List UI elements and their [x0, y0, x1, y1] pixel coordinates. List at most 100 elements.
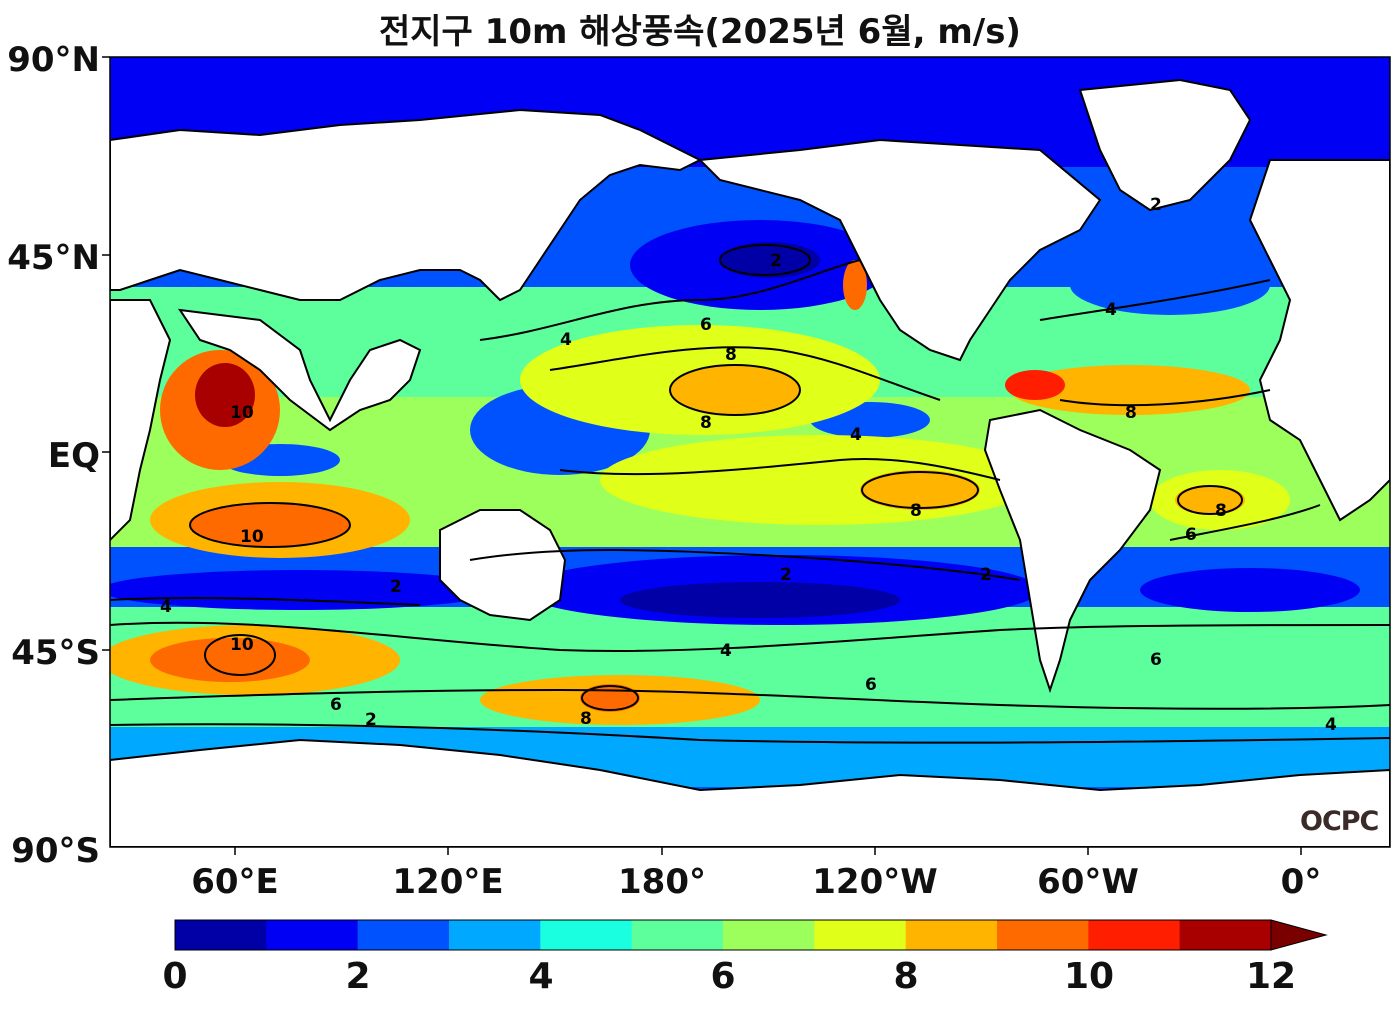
colorbar-swatch — [175, 920, 267, 950]
contour-label: 4 — [850, 425, 862, 445]
colorbar-label-12: 12 — [1245, 956, 1297, 997]
contour-label: 8 — [910, 501, 922, 521]
contour-label: 2 — [365, 710, 377, 730]
contour-label: 8 — [700, 413, 712, 433]
contour-label: 8 — [580, 709, 592, 729]
land-australia — [439, 509, 567, 622]
contour-label-group: 2 2 2 2 2 2 4 4 4 4 4 4 6 6 6 6 6 8 8 8 … — [160, 195, 1337, 735]
contour-label: 2 — [390, 577, 402, 597]
contour-label: 8 — [1215, 501, 1227, 521]
contour-label: 8 — [725, 345, 737, 365]
contour-label: 2 — [1150, 195, 1162, 215]
contour-line — [861, 471, 979, 509]
contour-label: 10 — [230, 403, 254, 423]
contour-line — [479, 259, 861, 341]
contour-line — [581, 685, 639, 711]
trade-south-indian-core — [190, 503, 350, 547]
westerlies-south-pacific-core — [580, 684, 640, 712]
contour-line — [669, 364, 801, 416]
land-greenland — [1078, 78, 1252, 212]
contour-line — [1169, 504, 1321, 541]
land — [110, 78, 1390, 847]
colorbar-swatch — [631, 920, 724, 950]
lat-label-45s: 45°S — [11, 633, 100, 673]
contour-line — [469, 549, 1021, 581]
y-ticks — [102, 56, 110, 651]
colorbar-swatch — [997, 920, 1089, 950]
caribbean-jet — [1005, 370, 1065, 400]
trade-south-atlantic-core — [1175, 485, 1245, 515]
colorbar-swatch — [449, 920, 541, 950]
land-north-america — [697, 138, 1102, 362]
lat-label-90n: 90°N — [7, 40, 100, 80]
colorbar-swatch — [540, 920, 633, 950]
lon-label-180: 180° — [618, 862, 706, 902]
colorbar-swatch — [723, 920, 815, 950]
colorbar — [174, 919, 1328, 951]
contour-label: 4 — [160, 597, 172, 617]
contour-label: 6 — [330, 695, 342, 715]
calm-south-pacific-core — [620, 582, 900, 618]
contour-lines — [110, 244, 1390, 744]
colorbar-extend-arrow — [1270, 919, 1328, 951]
lon-label-60e: 60°E — [191, 862, 279, 902]
colorbar-label-10: 10 — [1063, 956, 1115, 997]
contour-line — [549, 346, 941, 401]
trade-north-pacific-core — [670, 365, 800, 415]
calm-south-indian — [110, 570, 500, 610]
contour-line — [1059, 389, 1271, 407]
colorbar-swatch — [266, 920, 359, 950]
contour-label: 2 — [770, 251, 782, 271]
california-jet — [843, 260, 867, 310]
contour-line — [204, 634, 276, 676]
contour-label: 6 — [1150, 650, 1162, 670]
calm-north-pacific-core — [720, 242, 820, 278]
ocpc-logo: OCPC — [1300, 806, 1379, 837]
contour-label: 6 — [865, 675, 877, 695]
contour-label: 8 — [1125, 403, 1137, 423]
x-ticks — [234, 847, 1302, 855]
contour-label: 6 — [700, 315, 712, 335]
colorbar-swatch — [905, 920, 998, 950]
contour-line — [719, 244, 811, 276]
colorbar-outline — [174, 919, 1272, 951]
trade-south-pacific — [600, 435, 1040, 525]
land-arctic-russia — [110, 108, 703, 302]
calm-north-atlantic — [1070, 255, 1270, 315]
contour-label: 4 — [720, 641, 732, 661]
contour-line — [189, 502, 351, 548]
lat-label-eq: EQ — [47, 436, 100, 476]
colorbar-label-4: 4 — [528, 956, 554, 997]
trade-south-pacific-core — [860, 470, 980, 510]
contour-label: 4 — [560, 330, 572, 350]
contour-label: 2 — [780, 565, 792, 585]
contour-line — [1039, 279, 1271, 321]
colorbar-label-6: 6 — [710, 956, 736, 997]
contour-line — [110, 723, 1390, 744]
westerlies-south-indian-core — [150, 638, 310, 682]
map-title: 전지구 10m 해상풍속(2025년 6월, m/s) — [379, 12, 1021, 52]
contour-label: 4 — [1105, 300, 1117, 320]
colorbar-swatch — [357, 920, 450, 950]
contour-line — [110, 688, 1390, 710]
contour-label: 6 — [1185, 525, 1197, 545]
contour-line — [110, 621, 1390, 652]
contour-label: 2 — [980, 565, 992, 585]
lon-label-120w: 120°W — [812, 862, 938, 902]
colorbar-swatch — [1088, 920, 1181, 950]
colorbar-swatch — [1179, 920, 1272, 950]
land-europe-africa — [1248, 159, 1390, 522]
lon-label-0: 0° — [1280, 862, 1322, 902]
map-area: 2 2 2 2 2 2 4 4 4 4 4 4 6 6 6 6 6 8 8 8 … — [110, 57, 1390, 847]
colorbar-swatch — [814, 920, 907, 950]
land-antarctica — [110, 738, 1390, 847]
calm-south-atlantic — [1140, 568, 1360, 612]
colorbar-label-8: 8 — [893, 956, 919, 997]
contour-label: 10 — [230, 635, 254, 655]
contour-line — [110, 596, 421, 606]
land-south-america — [983, 408, 1162, 694]
lat-label-90s: 90°S — [11, 831, 100, 871]
lon-label-60w: 60°W — [1037, 862, 1139, 902]
land-arabia-india — [177, 308, 422, 432]
